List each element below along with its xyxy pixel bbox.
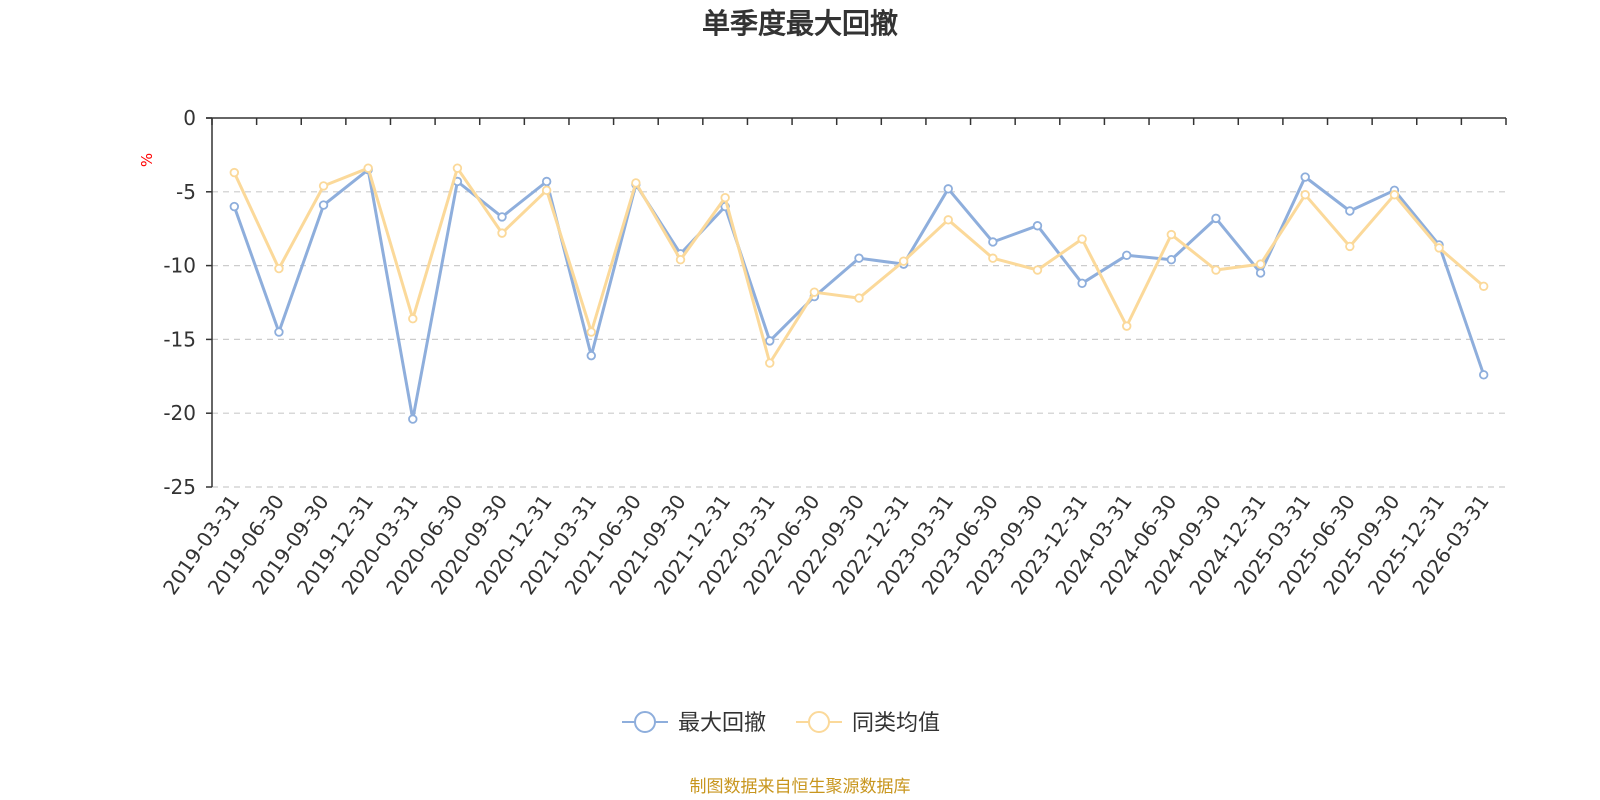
data-point — [541, 176, 552, 187]
data-point — [1032, 265, 1043, 275]
x-axis-tick-labels: 2019-03-312019-06-302019-09-302019-12-31… — [158, 490, 1494, 599]
data-point — [1434, 243, 1444, 253]
legend-label: 最大回撤 — [678, 711, 766, 736]
data-point — [1300, 172, 1310, 182]
data-point — [452, 163, 463, 173]
data-point — [408, 314, 418, 324]
data-point — [1389, 190, 1400, 200]
data-point — [943, 215, 953, 225]
data-point — [765, 358, 775, 368]
data-point — [229, 201, 240, 212]
data-point — [988, 237, 998, 247]
data-point — [1255, 259, 1266, 269]
data-point — [898, 256, 909, 266]
legend-item-2[interactable]: 同类均值 — [796, 711, 940, 736]
data-point — [1300, 190, 1310, 200]
legend-label: 同类均值 — [852, 711, 940, 736]
data-point — [988, 253, 998, 263]
data-point — [1255, 268, 1266, 278]
data-point — [363, 163, 373, 173]
data-point — [586, 350, 596, 361]
y-tick-label: -15 — [163, 327, 196, 351]
data-point — [1122, 321, 1132, 331]
data-point — [675, 254, 686, 265]
data-point — [229, 167, 240, 178]
data-point — [854, 293, 864, 303]
data-point — [318, 200, 329, 210]
grid-lines — [212, 191, 1506, 488]
y-tick-label: -10 — [163, 254, 196, 278]
y-tick-label: -5 — [176, 180, 196, 204]
y-tick-label: 0 — [183, 106, 196, 130]
axes — [206, 117, 1507, 488]
chart-title: 单季度最大回撤 — [702, 7, 898, 40]
data-point — [1166, 229, 1177, 240]
data-point — [1077, 278, 1087, 289]
legend[interactable]: 最大回撤 同类均值 — [622, 711, 940, 736]
series-2 — [229, 163, 1489, 368]
data-point — [318, 181, 329, 191]
data-point — [631, 178, 641, 188]
data-point — [497, 228, 507, 238]
data-point — [720, 193, 730, 203]
data-point — [943, 184, 953, 194]
legend-marker — [634, 711, 656, 733]
y-axis-tick-labels: 0 -5 -10 -15 -20 -25 — [163, 106, 196, 499]
data-point — [1478, 281, 1489, 291]
data-point — [1122, 250, 1132, 260]
data-point — [1345, 206, 1355, 216]
data-point — [541, 185, 552, 196]
data-point — [497, 212, 507, 222]
data-point — [809, 287, 820, 297]
y-axis-unit-label: % — [138, 153, 156, 167]
y-tick-label: -20 — [163, 401, 196, 425]
data-point — [274, 327, 284, 337]
data-point — [408, 414, 418, 424]
y-tick-label: -25 — [163, 475, 196, 499]
legend-item-1[interactable]: 最大回撤 — [622, 711, 766, 736]
data-point — [854, 253, 864, 263]
data-point — [1211, 213, 1221, 224]
series-lines — [229, 163, 1489, 424]
legend-marker — [808, 711, 830, 733]
data-point — [765, 336, 775, 346]
data-point — [274, 263, 284, 274]
data-point — [1032, 221, 1043, 231]
data-point — [1478, 370, 1489, 380]
data-point — [1345, 241, 1355, 252]
data-point — [1077, 234, 1087, 244]
source-note: 制图数据来自恒生聚源数据库 — [690, 777, 911, 797]
data-point — [1166, 254, 1177, 265]
data-point — [586, 327, 596, 337]
data-point — [1211, 265, 1221, 275]
